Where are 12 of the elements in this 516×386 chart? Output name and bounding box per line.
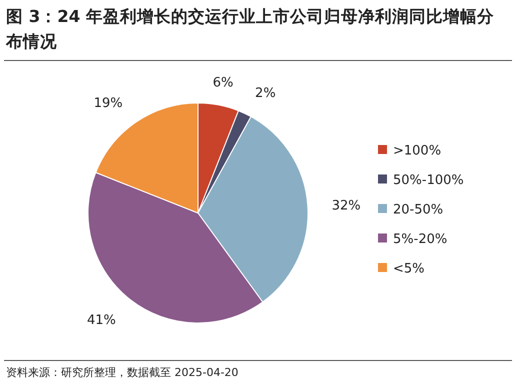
data-label: 6% <box>212 75 234 90</box>
data-label: 41% <box>86 312 116 328</box>
data-label: 2% <box>255 86 276 101</box>
legend-label: 20-50% <box>393 202 444 218</box>
legend-label: 50%-100% <box>393 173 464 188</box>
data-label: 19% <box>94 96 123 112</box>
chart-title: 图 3：24 年盈利增长的交运行业上市公司归母净利润同比增幅分布情况 <box>6 6 495 53</box>
legend-label: 5%-20% <box>393 232 448 247</box>
legend-label: >100% <box>393 144 442 158</box>
text: 资料来源：研究所整理，数据截至 2025-04-20 <box>6 365 238 380</box>
legend-label: <5% <box>393 262 425 276</box>
data-label: 32% <box>332 198 361 214</box>
